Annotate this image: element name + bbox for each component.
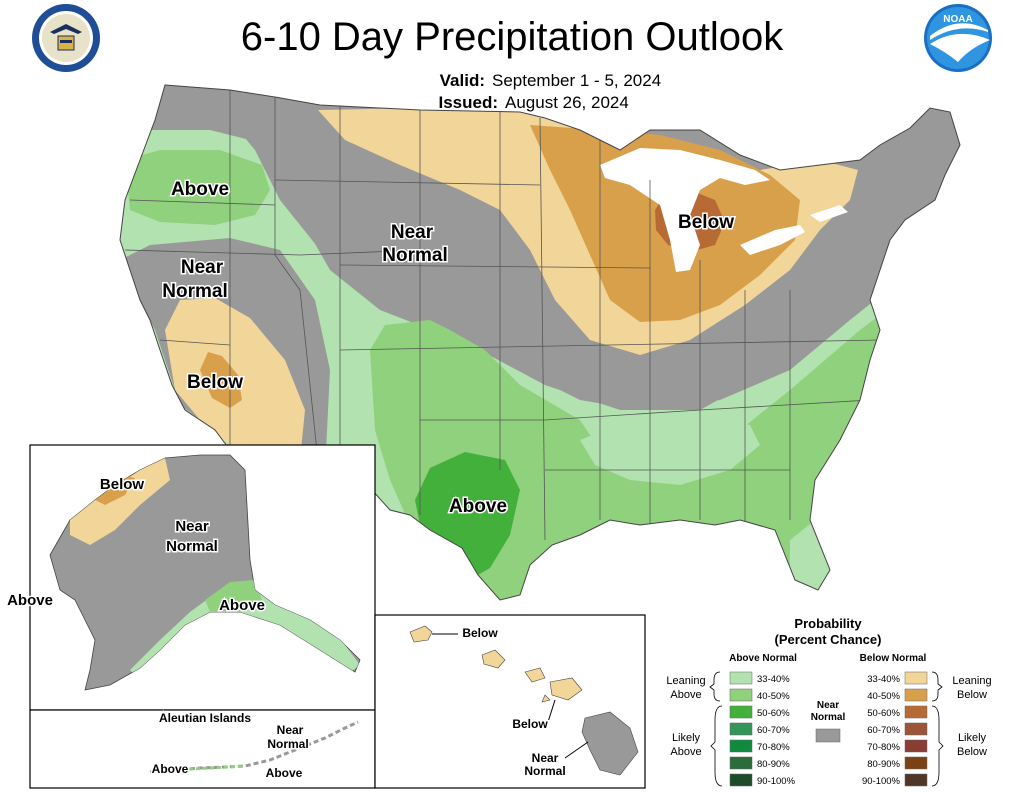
noaa-logo-icon: NOAA (924, 4, 992, 72)
legend-likely-below-line1: Likely (958, 732, 987, 744)
label-near-normal-alaska-line1: Near (175, 518, 209, 535)
legend-swatch-below-90-100 (904, 773, 928, 787)
legend-above-header: Above Normal (729, 653, 797, 664)
label-below-alaska: Below (100, 476, 145, 493)
legend-range-below-90-100: 90-100% (862, 776, 901, 787)
label-hawaii-near-normal-line2: Normal (524, 764, 565, 778)
legend-range-below-80-90: 80-90% (867, 759, 900, 770)
legend-range-below-60-70: 60-70% (867, 725, 900, 736)
legend-likely-above-line1: Likely (672, 732, 701, 744)
legend-swatch-below-33-40 (904, 671, 928, 685)
below-33-40-zone-alaska (70, 458, 170, 545)
legend-likely-below-line2: Below (957, 746, 987, 758)
legend-swatch-below-40-50 (904, 688, 928, 702)
legend-range-below-33-40: 33-40% (867, 674, 900, 685)
lake-ontario-water (810, 205, 848, 222)
valid-label: Valid: (440, 71, 485, 90)
lake-erie-water (740, 225, 805, 255)
kauai-island (409, 625, 433, 643)
legend-range-above-50-60: 50-60% (757, 708, 790, 719)
legend-swatch-above-90-100 (729, 773, 753, 787)
legend-swatch-below-80-90 (904, 756, 928, 770)
legend-range-above-80-90: 80-90% (757, 759, 790, 770)
legend-range-above-90-100: 90-100% (757, 776, 796, 787)
legend-range-above-40-50: 40-50% (757, 691, 790, 702)
oahu-island (481, 649, 506, 669)
legend-swatch-above-80-90 (729, 756, 753, 770)
legend-near-normal-line1: Near (817, 700, 839, 711)
valid-date: September 1 - 5, 2024 (492, 71, 661, 90)
legend-swatch-below-70-80 (904, 739, 928, 753)
svg-text:NOAA: NOAA (943, 14, 972, 25)
aleutian-title: Aleutian Islands (159, 711, 251, 725)
map-title: 6-10 Day Precipitation Outlook (241, 15, 785, 59)
maui-islands (524, 667, 583, 703)
legend-below-header: Below Normal (860, 653, 927, 664)
legend: Probability (Percent Chance) Above Norma… (666, 616, 991, 787)
above-40-50-zone-northwest (125, 150, 270, 225)
legend-swatch-above-33-40 (729, 671, 753, 685)
label-below-great-lakes: Below (678, 212, 734, 233)
legend-leaning-above-line1: Leaning (666, 675, 705, 687)
legend-subtitle: (Percent Chance) (775, 632, 882, 647)
above-50-60-zone-texas (415, 452, 520, 575)
legend-range-above-33-40: 33-40% (757, 674, 790, 685)
legend-leaning-below-line1: Leaning (952, 675, 991, 687)
label-near-normal-west-line1: Near (181, 257, 224, 278)
label-near-normal-alaska-line2: Normal (166, 538, 218, 555)
issued-label: Issued: (438, 93, 498, 112)
near-normal-zone-north (160, 85, 900, 410)
above-40-50-zone-alaska (205, 580, 262, 612)
label-hawaii-below-mid: Below (512, 717, 548, 731)
legend-swatch-above-70-80 (729, 739, 753, 753)
label-hawaii-below-top: Below (462, 626, 498, 640)
legend-likely-above-line2: Above (670, 746, 701, 758)
hawaii-inset: Below Below Near Normal (374, 614, 646, 789)
label-aleutian-above-right: Above (266, 766, 303, 780)
label-aleutian-near-normal-line1: Near (277, 723, 304, 737)
legend-swatch-below-60-70 (904, 722, 928, 736)
legend-range-below-40-50: 40-50% (867, 691, 900, 702)
label-near-normal-north-line1: Near (391, 222, 434, 243)
legend-range-below-50-60: 50-60% (867, 708, 900, 719)
legend-swatch-above-40-50 (729, 688, 753, 702)
legend-swatch-near-normal (815, 728, 841, 743)
label-aleutian-above-left: Above (152, 762, 189, 776)
label-aleutian-near-normal-line2: Normal (267, 737, 308, 751)
label-above-west-alaska: Above (7, 592, 53, 609)
label-above-northwest: Above (171, 179, 229, 200)
legend-title: Probability (794, 616, 862, 631)
issued-date: August 26, 2024 (505, 93, 629, 112)
doc-seal-icon (32, 4, 100, 72)
legend-swatch-below-50-60 (904, 705, 928, 719)
big-island (581, 711, 639, 776)
above-33-40-zone-midsouth (580, 415, 760, 485)
label-below-southwest: Below (187, 372, 243, 393)
legend-near-normal-line2: Normal (811, 712, 846, 723)
label-hawaii-near-normal-line1: Near (532, 751, 559, 765)
legend-swatch-above-50-60 (729, 705, 753, 719)
great-lakes-water (600, 148, 770, 272)
legend-leaning-above-line2: Above (670, 689, 701, 701)
below-40-50-zone-southwest (200, 352, 242, 408)
state-boundaries (124, 90, 881, 541)
near-normal-zone-northeast (800, 108, 960, 295)
label-near-normal-north-line2: Normal (382, 245, 447, 266)
legend-swatch-above-60-70 (729, 722, 753, 736)
legend-range-above-60-70: 60-70% (757, 725, 790, 736)
label-above-texas: Above (449, 496, 507, 517)
aleutian-inset: Aleutian Islands Near Normal Above Above (29, 709, 376, 789)
label-above-south-alaska: Above (219, 597, 265, 614)
alaska-inset: Below Near Normal Above (29, 444, 376, 711)
legend-leaning-below-line2: Below (957, 689, 987, 701)
label-near-normal-west-line2: Normal (162, 281, 227, 302)
legend-range-below-70-80: 70-80% (867, 742, 900, 753)
below-40-50-zone-alaska (95, 475, 135, 505)
legend-range-above-70-80: 70-80% (757, 742, 790, 753)
